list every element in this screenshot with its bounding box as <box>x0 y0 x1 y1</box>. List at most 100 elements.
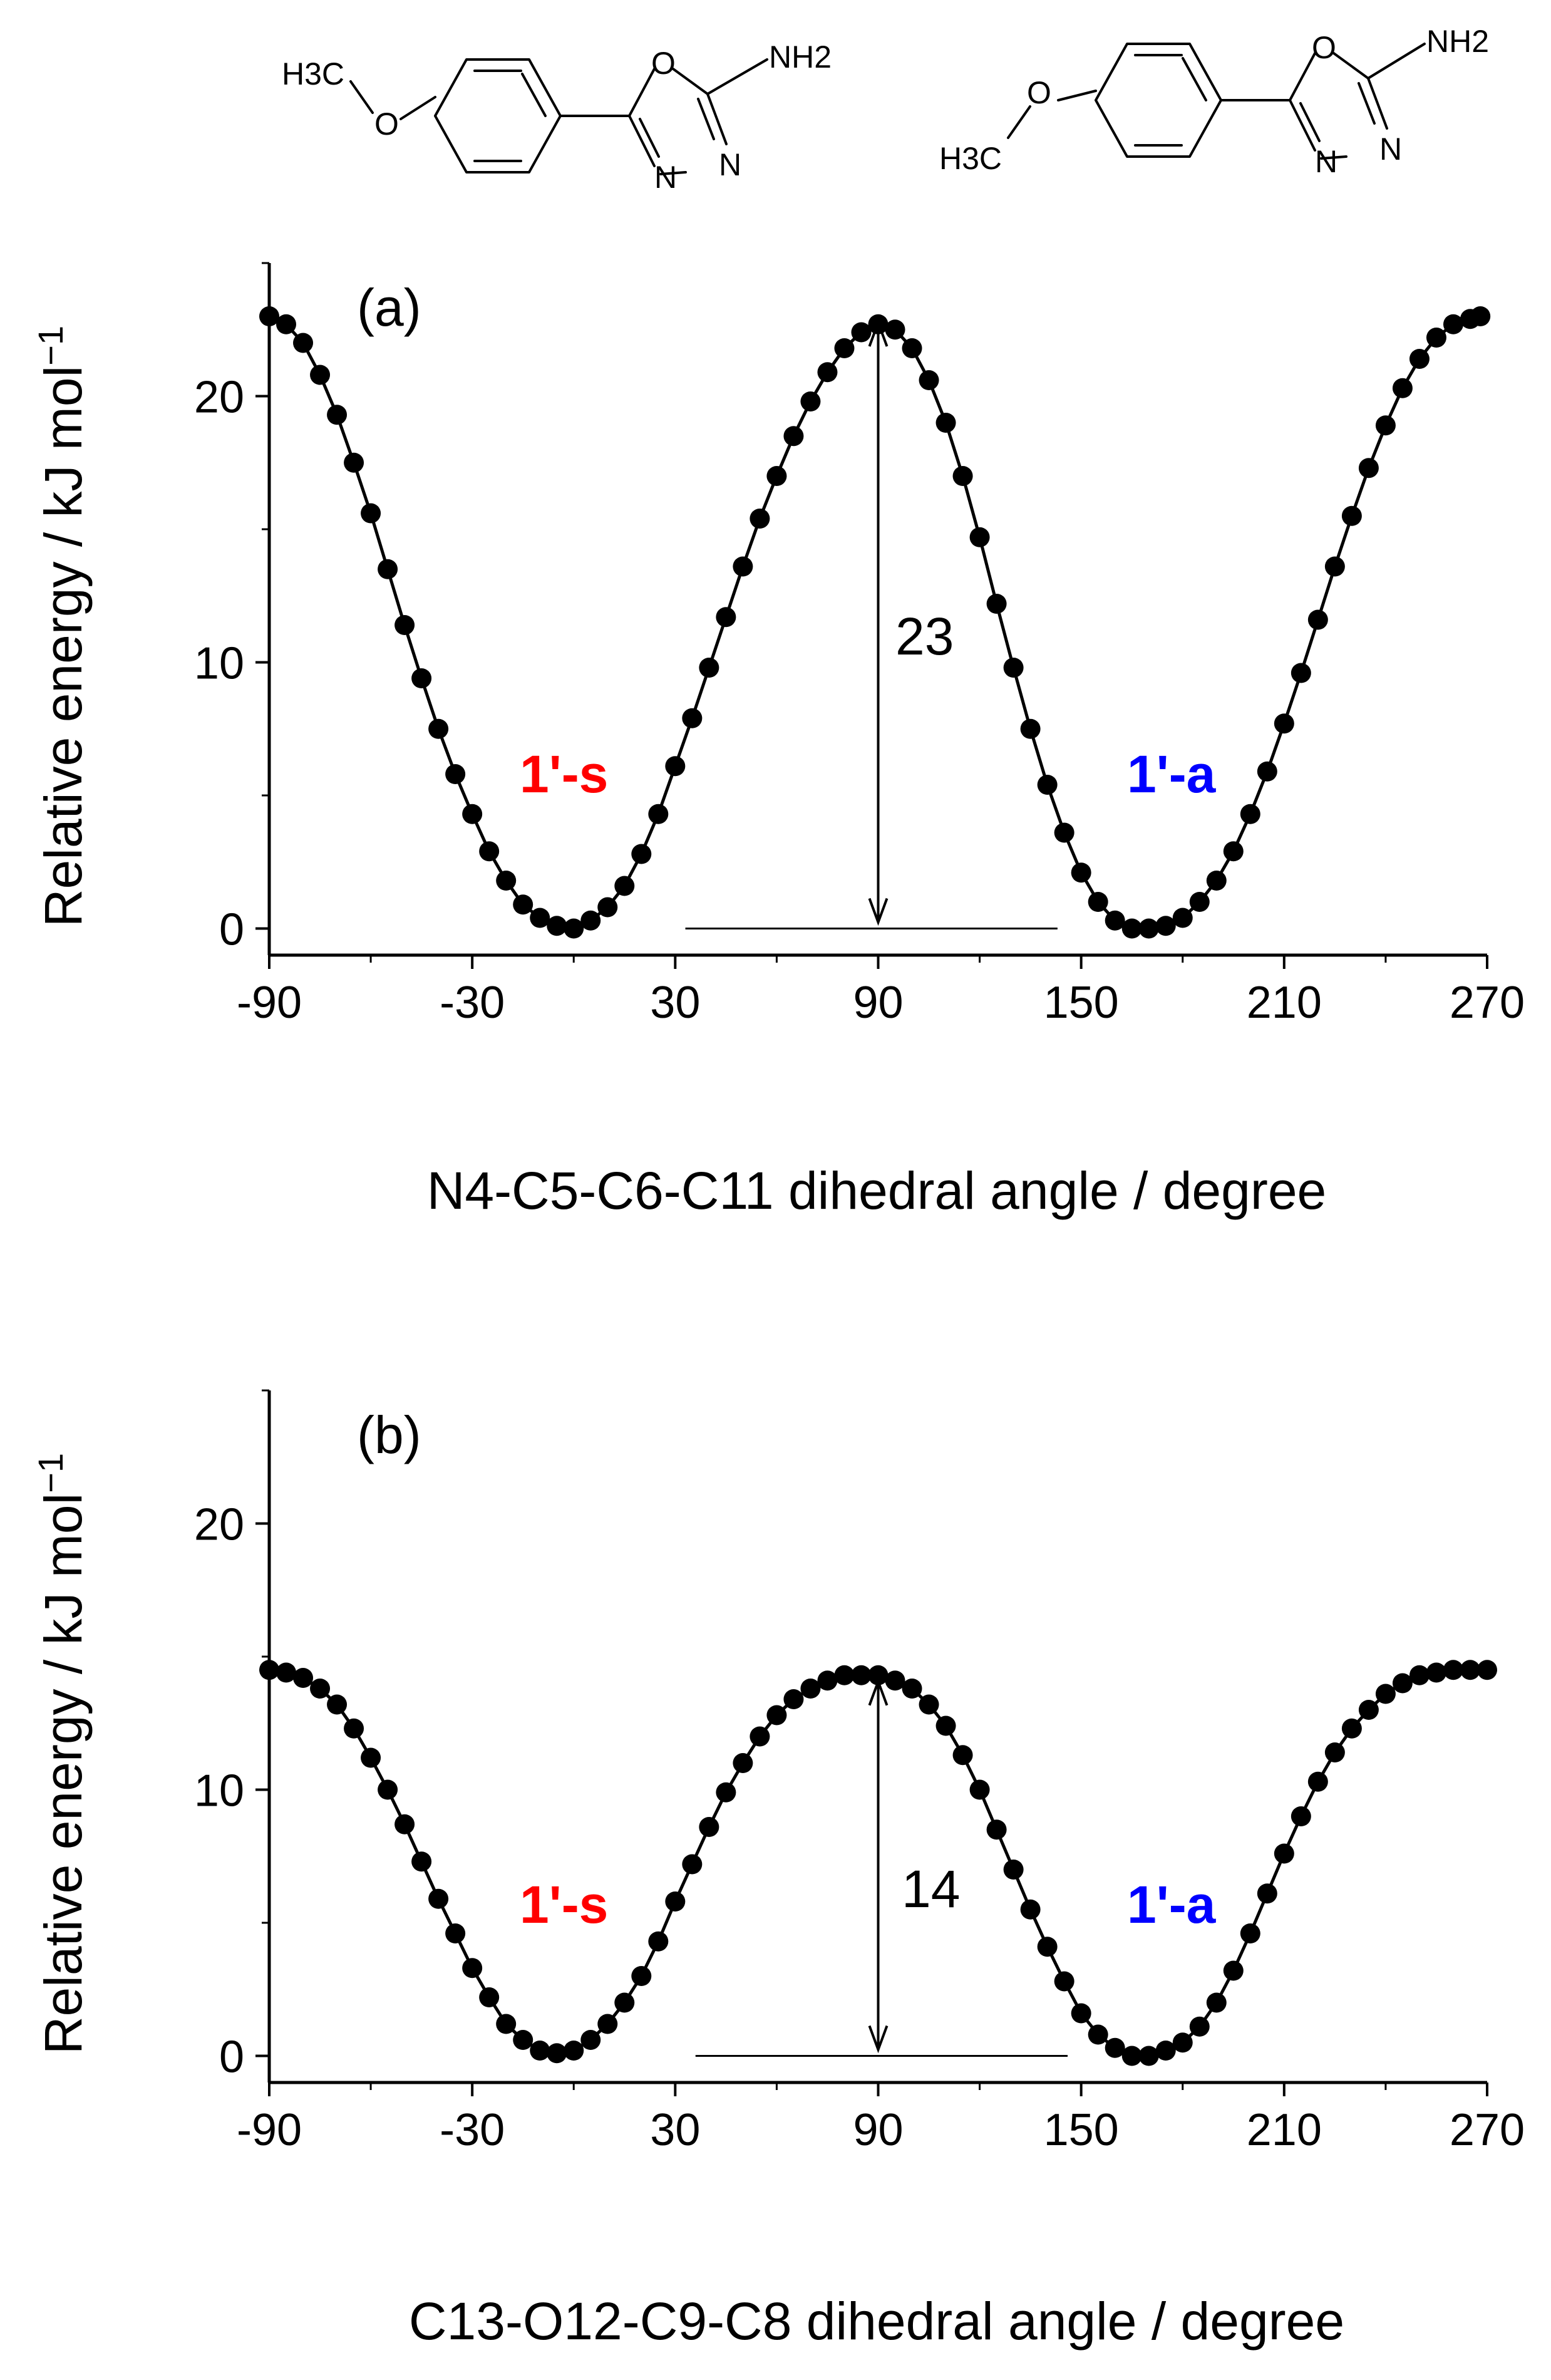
data-point-a <box>969 527 990 547</box>
x-tick-label-a: -90 <box>237 978 302 1028</box>
syn-ring-n1-label: N <box>719 147 741 182</box>
x-axis-label-a: N4-C5-C6-C11 dihedral angle / degree <box>427 1161 1327 1220</box>
data-point-b <box>1223 1960 1244 1981</box>
barrier-arrow-a <box>868 319 889 926</box>
data-point-b <box>1274 1843 1294 1864</box>
data-point-a <box>1020 718 1041 739</box>
data-point-b <box>919 1694 939 1715</box>
x-tick-label-b: 150 <box>1044 2105 1119 2155</box>
x-axis-label-b: C13-O12-C9-C8 dihedral angle / degree <box>409 2292 1344 2351</box>
anti-ring-n2-label: N <box>1315 144 1337 179</box>
data-point-b <box>259 1660 279 1680</box>
structure-anti <box>1007 43 1426 160</box>
y-axis-label-a: Relative energy / kJ mol−1 <box>31 326 93 927</box>
data-point-b <box>1020 1899 1041 1920</box>
data-point-b <box>1088 2024 1108 2045</box>
y-tick-label-a: 10 <box>194 639 244 689</box>
data-point-b <box>750 1726 770 1747</box>
data-point-b <box>327 1694 348 1715</box>
data-point-b <box>310 1679 331 1699</box>
data-point-b <box>885 1670 905 1691</box>
structure-anti-labels: H3C O O N N NH2 <box>939 24 1489 179</box>
data-point-b <box>665 1891 686 1912</box>
data-point-b <box>851 1665 872 1685</box>
data-point-b <box>733 1753 753 1773</box>
y-tick-label-a: 0 <box>219 905 244 955</box>
arrow-head-down-a <box>868 898 889 926</box>
data-point-b <box>496 2014 517 2034</box>
data-point-b <box>1121 2046 1142 2066</box>
data-point-a <box>1071 862 1091 883</box>
data-point-b <box>834 1665 855 1685</box>
data-point-b <box>597 2014 618 2034</box>
anti-o-label: O <box>1027 75 1051 110</box>
data-point-b <box>817 1670 838 1691</box>
series-points-b <box>259 1660 1497 2066</box>
arrow-head-down-b <box>868 2025 889 2054</box>
syn-o-label: O <box>374 106 399 142</box>
data-point-b <box>1155 2041 1176 2061</box>
x-tick-label-a: 30 <box>650 978 700 1028</box>
data-point-b <box>1392 1673 1413 1694</box>
data-point-a <box>766 466 787 486</box>
data-point-a <box>1054 822 1074 843</box>
data-point-a <box>276 314 297 334</box>
data-point-a <box>1426 328 1446 348</box>
x-tick-label-a: -30 <box>440 978 505 1028</box>
data-point-b <box>1375 1684 1396 1704</box>
data-point-a <box>716 607 736 628</box>
data-point-a <box>648 804 669 824</box>
panel-label-b: (b) <box>357 1405 421 1464</box>
syn-ring-o-label: O <box>651 46 676 81</box>
data-point-b <box>766 1705 787 1725</box>
ticks-b: -90 -30 30 90 150 210 270 0 10 20 <box>194 1389 1525 2155</box>
anti-label-a: 1'-a <box>1127 745 1217 804</box>
data-point-a <box>310 365 331 385</box>
data-point-a <box>614 876 635 896</box>
data-point-a <box>1341 505 1362 526</box>
data-point-a <box>547 916 567 936</box>
data-point-a <box>1291 663 1311 683</box>
y-tick-label-b: 10 <box>194 1766 244 1816</box>
x-tick-label-a: 150 <box>1044 978 1119 1028</box>
data-point-b <box>378 1779 398 1800</box>
data-point-a <box>1155 916 1176 936</box>
barrier-label-b: 14 <box>902 1860 960 1918</box>
data-point-b <box>1291 1806 1311 1826</box>
data-point-a <box>327 405 348 425</box>
y-axis-label-b: Relative energy / kJ mol−1 <box>31 1453 93 2054</box>
data-point-b <box>1003 1860 1024 1880</box>
data-point-b <box>1172 2032 1193 2053</box>
series-points-a <box>259 306 1491 939</box>
data-point-a <box>361 503 381 524</box>
barrier-arrow-b <box>868 1677 889 2054</box>
data-point-b <box>361 1747 381 1768</box>
data-point-a <box>445 764 466 784</box>
data-point-a <box>1138 918 1159 939</box>
data-point-b <box>682 1854 703 1875</box>
data-point-b <box>513 2030 533 2050</box>
data-point-a <box>935 413 956 433</box>
data-point-b <box>699 1817 719 1837</box>
data-point-b <box>1307 1771 1328 1792</box>
data-point-b <box>1071 2003 1091 2024</box>
data-point-a <box>699 658 719 678</box>
data-point-a <box>1172 908 1193 928</box>
data-point-b <box>293 1668 314 1688</box>
y-tick-label-b: 20 <box>194 1500 244 1550</box>
x-tick-label-b: 30 <box>650 2105 700 2155</box>
data-point-a <box>750 509 770 529</box>
data-point-a <box>1375 415 1396 436</box>
series-line-a <box>268 314 1481 931</box>
data-point-b <box>547 2043 567 2064</box>
data-point-b <box>631 1966 652 1986</box>
data-point-a <box>1037 775 1058 795</box>
syn-label-a: 1'-s <box>520 745 608 804</box>
y-tick-label-a: 20 <box>194 373 244 423</box>
data-point-a <box>800 391 821 411</box>
data-point-b <box>952 1745 973 1766</box>
chart-panel-a: -90 -30 30 90 150 210 270 0 10 20 (a) 23 1'-s 1'-… <box>31 262 1525 1220</box>
barrier-label-a: 23 <box>895 607 954 666</box>
arrow-head-up-b <box>868 1677 889 1706</box>
data-point-a <box>919 370 939 390</box>
